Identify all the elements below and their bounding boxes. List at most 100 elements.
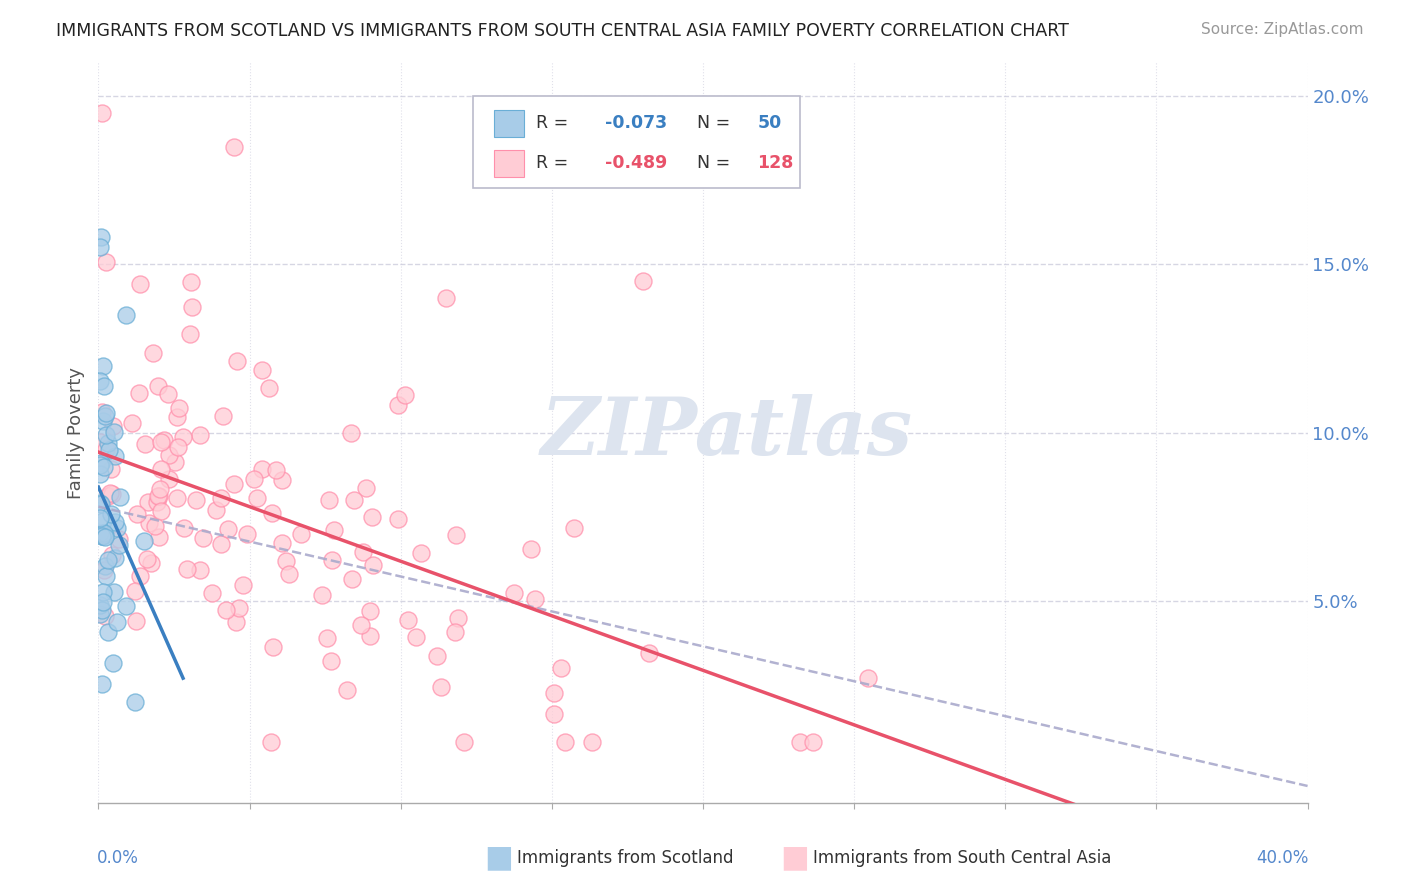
Point	[93, 525, 115, 540]
Point	[801, 735, 824, 749]
Point	[142, 346, 165, 360]
Point	[550, 661, 572, 675]
Point	[128, 277, 150, 291]
Point	[434, 291, 457, 305]
Point	[90, 230, 112, 244]
Point	[321, 654, 343, 668]
Point	[98, 442, 121, 457]
Text: 128: 128	[758, 154, 794, 172]
Point	[520, 542, 543, 557]
Point	[201, 585, 224, 599]
Point	[342, 492, 364, 507]
Point	[165, 455, 187, 469]
Point	[100, 507, 122, 521]
Point	[89, 511, 111, 525]
Point	[101, 548, 124, 562]
Point	[409, 546, 432, 560]
Point	[94, 528, 117, 542]
Point	[153, 433, 176, 447]
Point	[100, 461, 122, 475]
Point	[387, 398, 409, 412]
Point	[444, 624, 467, 639]
Point	[104, 450, 127, 464]
Point	[631, 274, 654, 288]
Point	[212, 409, 235, 424]
Point	[91, 414, 114, 428]
Point	[205, 503, 228, 517]
Point	[97, 625, 120, 640]
Point	[405, 631, 427, 645]
Point	[90, 677, 112, 691]
Point	[104, 551, 127, 566]
Point	[149, 435, 172, 450]
Point	[638, 646, 661, 660]
Point	[562, 520, 585, 534]
Point	[209, 537, 232, 551]
Point	[252, 362, 274, 376]
Point	[225, 615, 247, 629]
Point	[316, 631, 339, 645]
Point	[149, 482, 172, 496]
Point	[235, 526, 257, 541]
Point	[94, 406, 117, 420]
Point	[125, 615, 148, 629]
Point	[138, 516, 160, 530]
Point	[91, 602, 114, 616]
Text: R =: R =	[536, 154, 574, 172]
Point	[167, 401, 190, 416]
Point	[132, 534, 155, 549]
Point	[91, 528, 114, 542]
Point	[105, 615, 128, 629]
Point	[447, 610, 470, 624]
Point	[394, 388, 416, 402]
Point	[444, 528, 467, 542]
Point	[188, 563, 211, 577]
Point	[101, 487, 124, 501]
Point	[91, 585, 114, 599]
Point	[257, 381, 280, 395]
Point	[89, 434, 111, 449]
FancyBboxPatch shape	[494, 110, 524, 136]
Point	[260, 506, 283, 520]
Point	[114, 308, 136, 322]
Point	[554, 735, 576, 749]
Point	[173, 521, 195, 535]
Point	[91, 528, 114, 542]
Point	[89, 607, 111, 621]
Text: -0.489: -0.489	[605, 154, 668, 172]
Point	[110, 490, 132, 504]
Point	[215, 602, 238, 616]
Point	[91, 515, 114, 529]
Point	[277, 566, 299, 581]
Point	[336, 683, 359, 698]
Point	[166, 409, 188, 424]
Point	[426, 648, 449, 663]
Point	[89, 458, 111, 472]
Point	[89, 240, 111, 254]
Point	[94, 409, 117, 423]
Point	[387, 512, 409, 526]
Text: R =: R =	[536, 114, 574, 132]
Point	[789, 735, 811, 749]
Text: 50: 50	[758, 114, 782, 132]
Text: N =: N =	[697, 114, 735, 132]
Text: 0.0%: 0.0%	[97, 848, 139, 867]
Point	[91, 405, 114, 419]
Point	[232, 578, 254, 592]
Point	[359, 628, 381, 642]
Point	[93, 378, 115, 392]
Point	[94, 254, 117, 268]
Point	[148, 489, 170, 503]
Point	[143, 518, 166, 533]
Point	[93, 459, 115, 474]
Point	[502, 586, 524, 600]
Point	[180, 301, 202, 315]
Point	[114, 599, 136, 613]
Point	[180, 275, 202, 289]
Point	[453, 735, 475, 749]
Point	[97, 553, 120, 567]
Point	[361, 509, 384, 524]
Point	[108, 533, 131, 547]
Point	[94, 428, 117, 442]
Point	[157, 472, 180, 486]
